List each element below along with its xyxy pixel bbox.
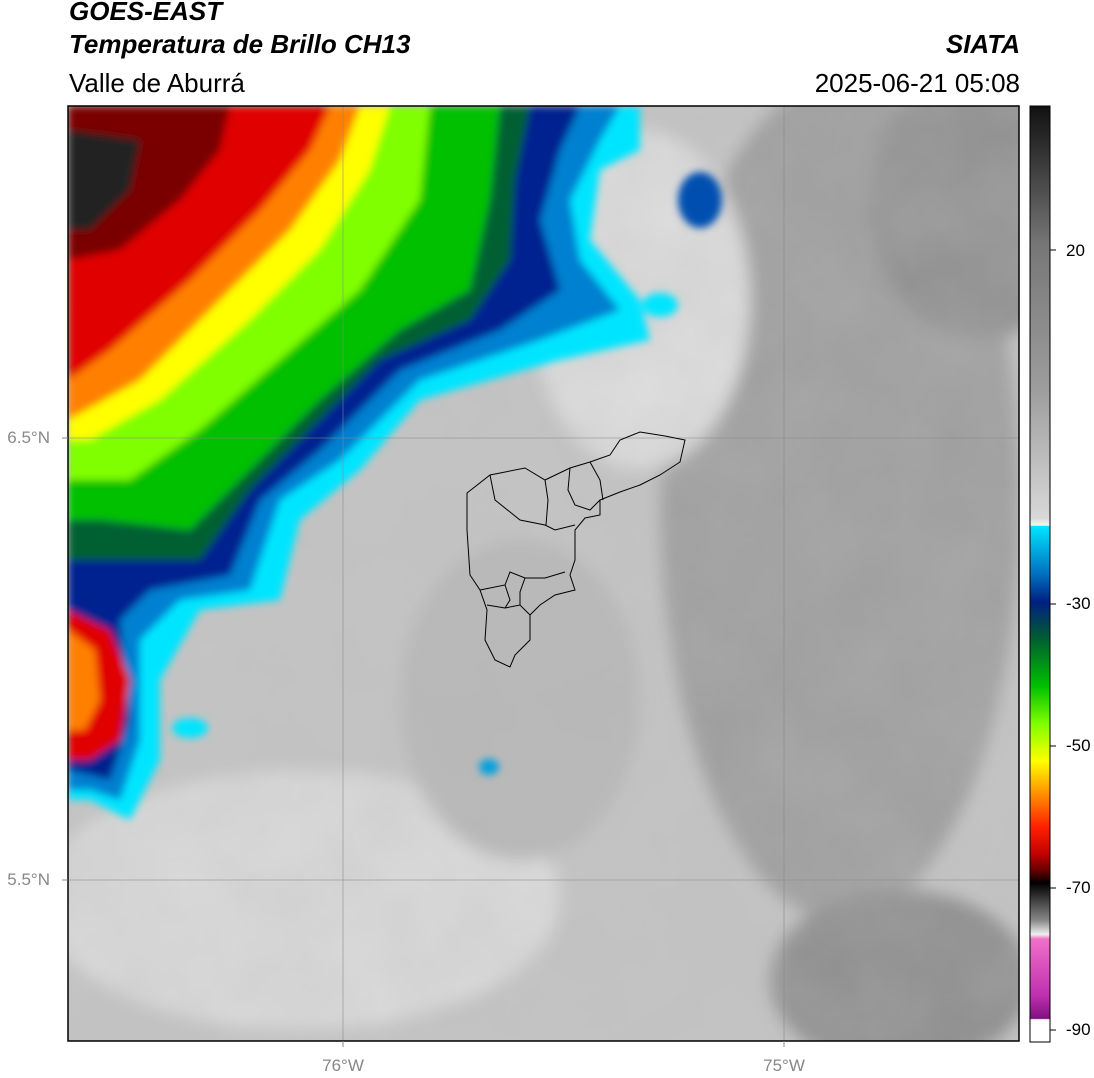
map-frame — [67, 105, 1020, 1042]
colorbar-label-neg50: -50 — [1066, 736, 1091, 755]
colorbar-label-neg70: -70 — [1066, 878, 1091, 897]
brightness-temperature-field — [68, 106, 1019, 1041]
colorbar-label-neg90: -90 — [1066, 1020, 1091, 1039]
municipal-boundaries — [466, 431, 686, 668]
lat-label-5-5: 5.5°N — [7, 870, 50, 889]
datetime-label: 2025-06-21 05:08 — [814, 68, 1020, 98]
colorbar-ticks — [1050, 249, 1056, 1031]
lon-label-76w: 76°W — [322, 1056, 364, 1075]
lon-label-75w: 75°W — [763, 1056, 805, 1075]
colorbar-label-neg30: -30 — [1066, 594, 1091, 613]
lat-label-6-5: 6.5°N — [7, 428, 50, 447]
satellite-title: GOES-EAST — [69, 0, 223, 26]
product-title: Temperatura de Brillo CH13 — [69, 29, 411, 59]
graticule — [68, 106, 1019, 1041]
region-label: Valle de Aburrá — [69, 68, 245, 98]
colorbar-label-20: 20 — [1066, 241, 1085, 260]
colorbar — [1029, 105, 1051, 1043]
agency-label: SIATA — [945, 29, 1020, 59]
